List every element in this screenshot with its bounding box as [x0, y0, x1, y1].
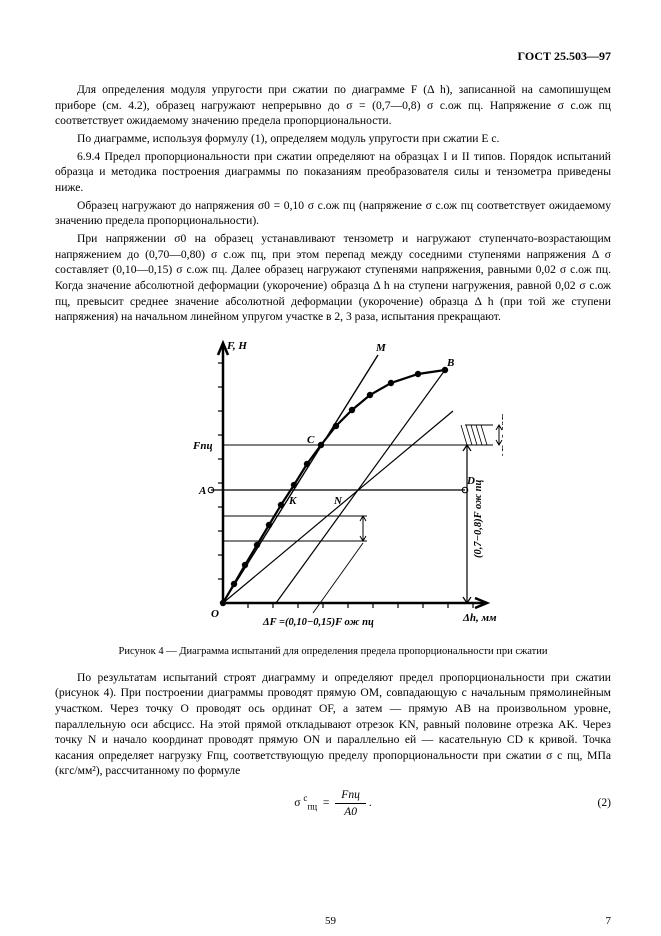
para-2: По диаграмме, используя формулу (1), опр… — [55, 131, 611, 147]
svg-text:K: K — [288, 495, 297, 507]
para-1: Для определения модуля упругости при сжа… — [55, 82, 611, 129]
svg-text:Δh, мм: Δh, мм — [462, 612, 497, 624]
eq-num-bot: A0 — [335, 804, 366, 820]
svg-text:B: B — [446, 357, 454, 369]
svg-text:C: C — [307, 434, 315, 446]
eq-number: (2) — [597, 795, 611, 811]
equation-2: σ спц = Fпц A0 . (2) — [55, 787, 611, 819]
svg-text:ΔF =(0,10−0,15)F ож пц: ΔF =(0,10−0,15)F ож пц — [262, 617, 374, 628]
eq-fraction: Fпц A0 — [335, 787, 366, 819]
eq-num-top: Fпц — [335, 787, 366, 804]
svg-text:Fпц: Fпц — [192, 440, 213, 452]
doc-header: ГОСТ 25.503—97 — [55, 48, 611, 64]
svg-text:M: M — [375, 342, 387, 354]
svg-text:O: O — [211, 608, 219, 620]
svg-text:ΔF=0,02F ож пц: ΔF=0,02F ож пц — [501, 382, 503, 460]
figure-svg: F, HΔh, ммOAKNDCMBFпцΔF =(0,10−0,15)F ож… — [163, 333, 503, 633]
page-num-center: 59 — [325, 914, 336, 929]
para-6: По результатам испытаний строят диаграмм… — [55, 670, 611, 779]
svg-text:N: N — [333, 495, 343, 507]
figure-caption: Рисунок 4 — Диаграмма испытаний для опре… — [55, 645, 611, 659]
para-3: 6.9.4 Предел пропорциональности при сжат… — [55, 149, 611, 196]
figure-4: F, HΔh, ммOAKNDCMBFпцΔF =(0,10−0,15)F ож… — [55, 333, 611, 638]
para-4: Образец нагружают до напряжения σ0 = 0,1… — [55, 198, 611, 229]
svg-text:A: A — [198, 485, 206, 497]
eq-lhs: σ спц = — [294, 795, 335, 811]
page-num-right: 7 — [606, 914, 612, 929]
para-5: При напряжении σ0 на образец устанавлива… — [55, 231, 611, 325]
svg-text:(0,7−0,8)F ож пц: (0,7−0,8)F ож пц — [473, 479, 484, 557]
svg-text:F, H: F, H — [226, 340, 247, 352]
